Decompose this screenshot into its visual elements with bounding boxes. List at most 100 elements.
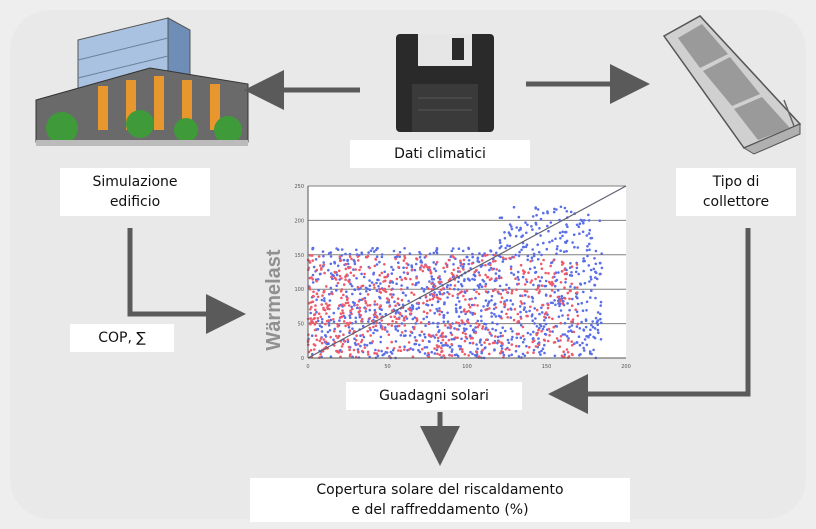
chart-point [395,320,398,324]
chart-point [397,261,400,265]
chart-point [340,248,344,251]
chart-point [528,309,531,313]
chart-point [581,219,585,222]
chart-point [568,325,571,329]
chart-point [521,325,525,329]
chart-point [460,263,464,266]
chart-point [473,270,477,274]
chart-point [532,351,535,355]
chart-point [393,300,396,304]
chart-point [500,347,504,350]
chart-point [328,299,332,302]
chart-point [510,271,513,275]
chart-point [527,295,530,299]
chart-point [360,251,364,254]
chart-point [411,348,415,351]
chart-point [525,231,528,235]
chart-point [562,299,565,303]
chart-point [418,343,421,347]
chart-point [476,259,480,263]
chart-point [504,329,507,333]
chart-point [588,280,591,283]
chart-point [551,317,554,321]
chart-point [398,255,402,258]
chart-point [510,227,514,231]
chart-point [427,287,430,291]
chart-point [495,251,498,255]
chart-point [433,284,437,288]
chart-point [552,341,556,344]
chart-point [566,317,570,321]
chart-point [585,249,589,252]
chart-point [544,271,547,275]
chart-point [403,247,406,250]
chart-point [515,336,519,340]
chart-point [329,318,333,322]
chart-point [537,284,540,287]
chart-point [325,319,329,323]
chart-point [509,307,512,310]
chart-point [539,217,543,221]
chart-point [378,321,382,325]
chart-point [587,264,591,267]
chart-point [328,292,331,296]
chart-point [419,268,422,271]
chart-point [493,279,497,283]
chart-point [569,285,572,288]
chart-point [501,256,505,260]
chart-point [568,308,571,312]
chart-point [471,313,475,316]
chart-point [506,338,510,342]
chart-point [338,319,341,322]
chart-point [348,348,351,352]
chart-point [521,352,525,356]
chart-point [445,265,449,269]
chart-point [405,317,409,320]
chart-point [406,271,409,275]
cop-label: COP, ∑ [70,324,174,352]
chart-point [403,345,406,349]
chart-point [458,270,462,273]
chart-point [340,345,344,348]
chart-point [396,302,400,305]
chart-point [498,246,502,250]
chart-point [370,281,374,284]
chart-point [532,254,536,258]
chart-point [512,255,516,259]
chart-point [393,315,397,319]
chart-point [357,300,361,303]
chart-point [570,320,573,324]
chart-point [569,210,573,214]
chart-point [430,292,434,296]
chart-point [347,326,351,329]
chart-point [519,310,522,314]
chart-point [338,274,342,278]
chart-point [356,255,360,258]
chart-point [356,350,360,353]
chart-point [536,243,539,246]
chart-point [494,306,498,309]
chart-point [563,286,566,290]
chart-point [428,280,431,283]
chart-point [442,354,445,357]
chart-point [372,325,375,329]
chart-point [542,241,545,245]
chart-point [493,341,497,345]
chart-point [571,297,574,301]
chart-point [582,257,585,260]
chart-point [508,256,511,260]
chart-point [430,282,433,285]
chart-point [467,259,471,262]
chart-point [457,288,460,291]
chart-point [408,252,412,255]
chart-point [504,348,508,351]
chart-point [538,279,542,283]
chart-point [520,302,524,305]
chart-point [320,298,324,302]
climate-data-text: Dati climatici [394,146,486,162]
chart-point [506,316,510,319]
chart-point [547,327,551,331]
chart-point [529,305,532,309]
chart-point [488,352,491,356]
chart-point [366,350,370,354]
